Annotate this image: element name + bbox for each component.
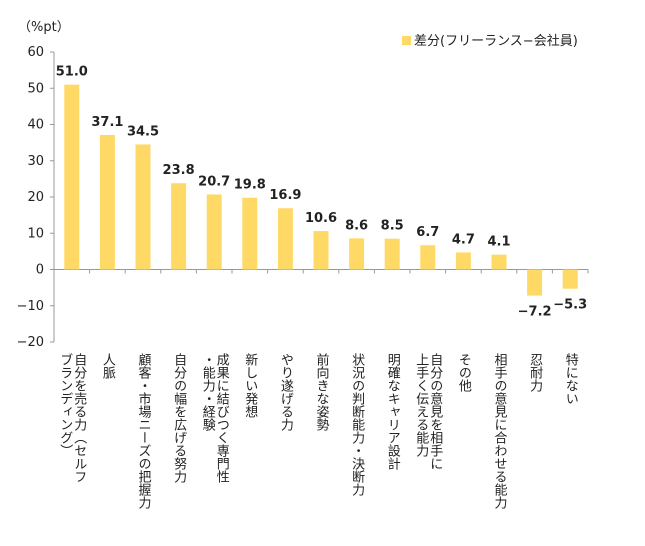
category-label: 忍耐力 [527,353,543,393]
bar [99,135,115,270]
y-tick-label: 0 [36,263,44,278]
bar [64,84,80,270]
category-label: 前向きな姿勢 [314,352,330,431]
value-label: 19.8 [234,178,266,193]
value-label: 6.7 [416,225,439,240]
value-label: 8.5 [381,219,404,234]
category-label: 自分の幅を広げる努力 [171,353,187,484]
bar [349,238,365,270]
value-label: 37.1 [91,115,123,130]
bars [64,84,578,296]
value-label: 23.8 [163,163,195,178]
category-label: ・能力・経験 [200,353,216,432]
category-label: 新しい発想 [242,352,257,418]
bar [455,252,471,270]
bar [242,197,258,270]
value-label: 4.7 [452,232,475,247]
value-labels: 51.0 37.1 34.5 23.820.7 19.816.9 10.6 8.6 8.5 6.… [56,65,587,320]
value-label: −5.3 [553,298,587,313]
y-tick-label: −20 [17,335,44,350]
bar [313,231,329,270]
value-label: 8.6 [345,218,368,233]
category-label: 特にない [563,353,579,405]
category-label: やり遂げる力 [278,353,294,432]
legend: 差分(フリーランス−会社員) [402,33,578,49]
category-label: 人脈 [100,353,116,380]
y-tick-label: 20 [27,190,44,205]
y-tick-label: 40 [27,118,44,133]
value-label: −7.2 [518,305,552,320]
bar [527,269,543,296]
value-label: 10.6 [305,211,337,226]
category-label: ブランディング） [57,352,73,457]
category-label: その他 [456,353,472,393]
bar [171,183,187,270]
y-tick-label: −10 [17,299,44,314]
unit-label: （%pt） [18,20,70,35]
y-tick-label: 60 [27,45,44,60]
category-label: 明確なキャリア設計 [385,353,401,470]
legend-label: 差分(フリーランス−会社員) [414,33,578,49]
bar [491,254,507,270]
bar [562,269,578,289]
value-label: 20.7 [198,174,230,189]
bar [135,144,151,270]
legend-swatch [402,36,411,45]
y-tick-label: 50 [27,81,44,96]
bar [384,238,400,270]
value-label: 4.1 [487,235,510,250]
value-label: 51.0 [56,65,88,80]
y-tick-label: 30 [27,154,44,169]
category-label: 成果に結びつく専門性 [214,353,230,483]
bar [420,245,436,270]
category-label: 相手の意見に合わせる能力 [492,353,508,510]
category-label: 状況の判断能力・決断力 [349,353,365,497]
category-label: 上手く伝える能力 [413,353,429,458]
value-label: 16.9 [269,188,301,203]
category-label: 自分を売る力（セルフ [71,353,87,483]
bar [206,194,222,270]
category-label: 自分の意見を相手に [427,353,443,470]
value-label: 34.5 [127,124,159,139]
y-tick-label: 10 [27,226,44,241]
category-label: 顧客・市場ニーズの把握力 [136,353,152,510]
bar [277,208,293,270]
